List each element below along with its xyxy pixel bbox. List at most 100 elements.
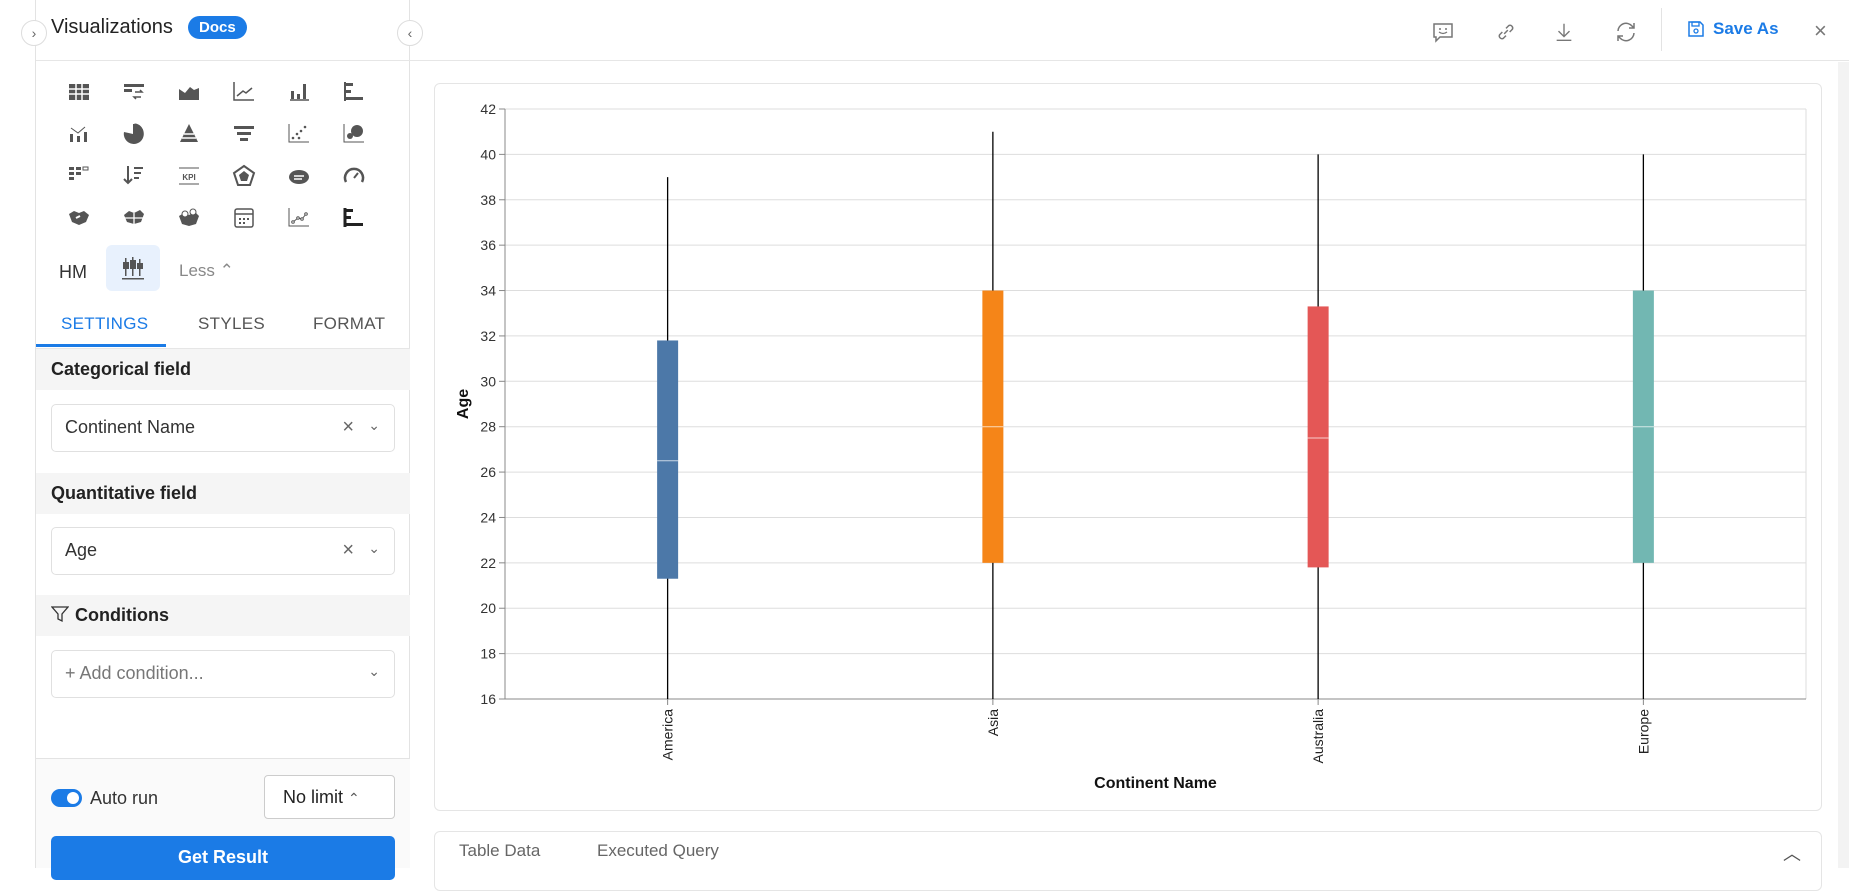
viz-type-pivot-table[interactable] — [114, 74, 154, 110]
close-icon[interactable]: × — [1814, 18, 1827, 43]
clear-icon[interactable]: × — [342, 539, 354, 561]
viz-type-pin-map[interactable] — [169, 200, 209, 236]
viz-type-choropleth-map[interactable] — [59, 200, 99, 236]
viz-type-line-chart[interactable] — [224, 74, 264, 110]
tab-styles[interactable]: STYLES — [198, 314, 265, 333]
y-tick-label: 16 — [480, 691, 496, 707]
scrollbar[interactable] — [1838, 62, 1849, 868]
viz-type-table[interactable] — [59, 74, 99, 110]
toolbar-divider — [1661, 8, 1662, 51]
viz-type-radar[interactable] — [224, 158, 264, 194]
clear-icon[interactable]: × — [342, 416, 354, 438]
viz-type-heatmap-grid[interactable] — [59, 158, 99, 194]
choropleth-map-icon — [69, 211, 89, 225]
viz-type-gauge[interactable] — [334, 158, 374, 194]
viz-type-funnel[interactable] — [224, 116, 264, 152]
chart-card: 16 18 20 22 24 26 28 30 32 34 36 38 40 42 America Asia A… — [434, 83, 1822, 811]
x-tick-label: Asia — [985, 709, 1001, 736]
scatter-icon — [288, 124, 309, 143]
categorical-field-select[interactable]: Continent Name × ⌄ — [51, 404, 395, 452]
tab-table-data[interactable]: Table Data — [459, 841, 541, 860]
y-axis-title: Age — [455, 389, 472, 419]
visualization-sidebar: Visualizations Docs ‹ KPI HM Less ⌃ SETT… — [35, 0, 423, 880]
conditions-header: Conditions — [36, 595, 410, 636]
y-tick-label: 22 — [480, 555, 496, 571]
viz-type-pyramid[interactable] — [169, 116, 209, 152]
add-condition-select[interactable]: + Add condition... ⌄ — [51, 650, 395, 698]
y-tick-label: 32 — [480, 328, 496, 344]
filter-icon — [50, 606, 70, 623]
region-map-icon — [124, 210, 144, 225]
bar-chart-icon — [290, 84, 309, 101]
quantitative-field-select[interactable]: Age × ⌄ — [51, 527, 395, 575]
boxplot-icon — [122, 257, 144, 280]
row-limit-select[interactable]: No limit ⌃ — [264, 775, 395, 819]
kpi-icon: KPI — [179, 167, 199, 185]
less-toggle[interactable]: Less ⌃ — [179, 261, 234, 281]
tab-executed-query[interactable]: Executed Query — [597, 841, 719, 860]
pin-map-icon — [179, 208, 199, 226]
line-points-icon — [288, 208, 309, 227]
expand-left-button[interactable]: › — [21, 20, 47, 46]
feedback-icon[interactable] — [1429, 18, 1457, 46]
save-as-label: Save As — [1713, 19, 1779, 38]
heatmap-grid-icon — [69, 166, 89, 180]
row-limit-value: No limit — [283, 787, 344, 807]
viz-type-line-points[interactable] — [279, 200, 319, 236]
download-icon[interactable] — [1550, 18, 1578, 46]
save-as-button[interactable]: Save As — [1687, 19, 1779, 39]
table-icon — [69, 84, 89, 100]
viz-type-combo-chart[interactable] — [59, 116, 99, 152]
viz-type-horizontal-bar[interactable] — [334, 74, 374, 110]
less-label: Less — [179, 261, 215, 280]
x-tick-label: America — [660, 709, 676, 761]
viz-type-stacked-horizontal-bar[interactable] — [334, 200, 374, 236]
tab-format[interactable]: FORMAT — [313, 314, 386, 333]
viz-type-bar-chart[interactable] — [279, 74, 319, 110]
chevron-down-icon[interactable]: ⌄ — [368, 540, 380, 556]
divider — [36, 348, 410, 349]
viz-type-scatter[interactable] — [279, 116, 319, 152]
funnel-icon — [234, 126, 254, 141]
y-tick-label: 18 — [480, 646, 496, 662]
y-tick-label: 30 — [480, 373, 496, 389]
viz-type-sorted-list[interactable] — [114, 158, 154, 194]
viz-boxplot-selected[interactable] — [106, 245, 160, 291]
docs-badge[interactable]: Docs — [188, 16, 247, 39]
auto-run-toggle[interactable] — [51, 789, 82, 807]
tab-settings[interactable]: SETTINGS — [61, 314, 149, 333]
viz-type-calendar[interactable] — [224, 200, 264, 236]
viz-type-kpi[interactable]: KPI — [169, 158, 209, 194]
chevron-up-icon: ⌃ — [219, 261, 234, 280]
refresh-icon[interactable] — [1612, 18, 1640, 46]
get-result-button[interactable]: Get Result — [51, 836, 395, 880]
auto-run-label: Auto run — [90, 788, 159, 808]
chevron-down-icon[interactable]: ⌄ — [368, 417, 380, 433]
gauge-icon — [343, 167, 365, 183]
viz-type-word-cloud[interactable] — [279, 158, 319, 194]
x-axis-title: Continent Name — [1094, 775, 1217, 792]
sorted-list-icon — [123, 166, 143, 185]
viz-heatmap-hm[interactable]: HM — [59, 262, 87, 282]
viz-type-region-map[interactable] — [114, 200, 154, 236]
add-condition-placeholder: + Add condition... — [65, 663, 204, 683]
chevron-up-icon: ⌃ — [348, 790, 360, 806]
area-chart-icon — [179, 87, 199, 100]
active-tab-indicator — [36, 344, 166, 347]
viz-type-grid: KPI — [59, 74, 399, 236]
sidebar-title: Visualizations — [51, 16, 173, 38]
toolbar-divider — [410, 60, 1849, 61]
link-icon[interactable] — [1492, 18, 1520, 46]
boxplot-chart: 16 18 20 22 24 26 28 30 32 34 36 38 40 42 America Asia A… — [455, 101, 1807, 792]
viz-type-pie-chart[interactable] — [114, 116, 154, 152]
viz-type-area-chart[interactable] — [169, 74, 209, 110]
collapse-sidebar-button[interactable]: ‹ — [397, 20, 423, 46]
word-cloud-icon — [289, 170, 309, 184]
y-tick-label: 36 — [480, 237, 496, 253]
line-chart-icon — [233, 82, 254, 101]
y-tick-label: 26 — [480, 464, 496, 480]
chevron-up-icon[interactable]: ︿ — [1783, 844, 1801, 864]
chevron-down-icon: ⌄ — [368, 663, 380, 679]
viz-type-bubble[interactable] — [334, 116, 374, 152]
bubble-icon — [343, 124, 364, 143]
